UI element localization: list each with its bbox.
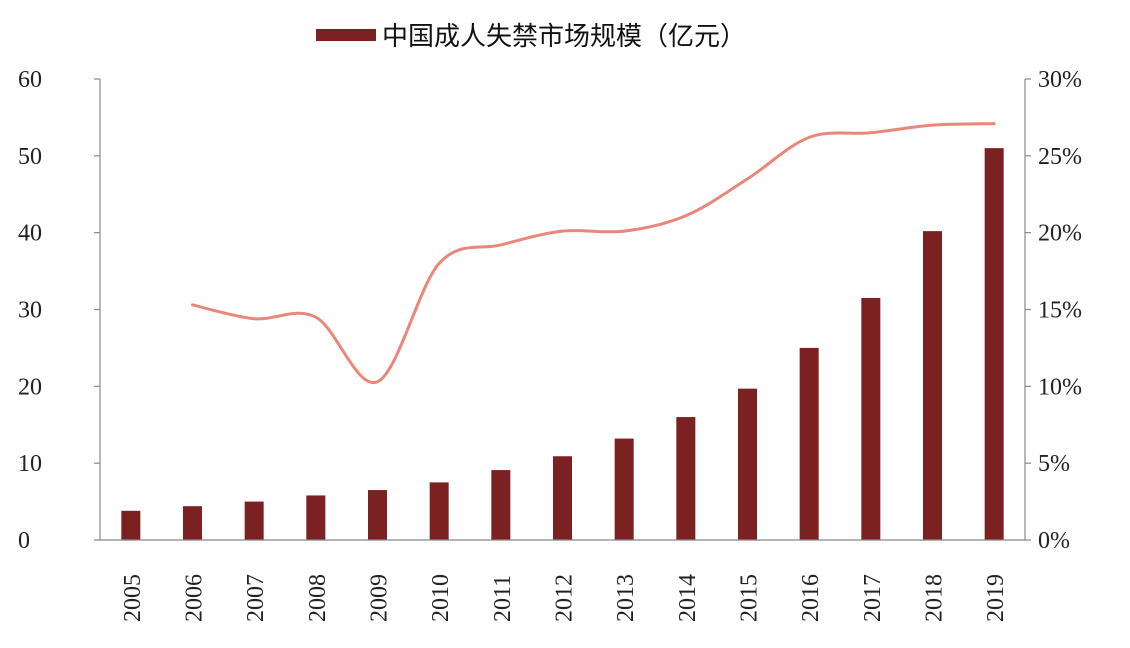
left-tick-label: 50	[18, 144, 42, 170]
right-tick-label: 0%	[1038, 528, 1070, 554]
bar	[861, 297, 881, 540]
left-tick-label: 40	[18, 221, 42, 247]
x-tick-label: 2017	[860, 574, 886, 622]
x-tick-label: 2012	[552, 574, 578, 622]
left-tick-label: 0	[18, 528, 30, 554]
right-axis: 0% 5% 10% 15% 20% 25% 30%	[1024, 67, 1082, 554]
bar	[984, 148, 1004, 540]
left-axis: 0 10 20 30 40 50 60	[18, 67, 101, 554]
x-tick-label: 2011	[490, 575, 516, 622]
x-tick-label: 2010	[428, 574, 454, 622]
x-tick-label: 2016	[798, 574, 824, 622]
bar	[491, 470, 511, 540]
bar	[368, 490, 387, 540]
x-tick-label: 2019	[983, 574, 1009, 622]
right-tick-label: 25%	[1038, 144, 1082, 170]
bar	[429, 482, 449, 540]
legend: 中国成人失禁市场规模（亿元）	[316, 22, 746, 52]
bar	[799, 347, 819, 540]
growth-line	[191, 122, 996, 384]
left-tick-label: 30	[18, 298, 42, 324]
x-tick-label: 2013	[613, 574, 639, 622]
bar	[306, 495, 326, 540]
x-tick-label: 2008	[305, 574, 331, 622]
right-tick-label: 10%	[1038, 374, 1082, 400]
right-tick-label: 30%	[1038, 67, 1082, 93]
line-series	[191, 122, 996, 384]
legend-swatch	[316, 29, 376, 41]
left-tick-label: 60	[18, 67, 42, 93]
right-tick-label: 5%	[1038, 451, 1070, 477]
x-tick-label: 2015	[737, 574, 763, 622]
bar	[923, 231, 942, 540]
x-tick-label: 2005	[120, 574, 146, 622]
right-tick-label: 20%	[1038, 221, 1082, 247]
bar	[244, 501, 264, 540]
left-tick-label: 10	[18, 451, 42, 477]
x-axis: 2005 2006 2007 2008 2009 2010 2011 2012 2013 2014…	[100, 539, 1025, 622]
x-tick-label: 2014	[675, 574, 701, 622]
bar	[183, 506, 202, 540]
bar	[553, 456, 572, 540]
bar	[121, 510, 141, 540]
bar	[614, 438, 634, 540]
x-tick-label: 2018	[922, 574, 948, 622]
bar-series	[121, 148, 1004, 540]
legend-label: 中国成人失禁市场规模（亿元）	[382, 22, 746, 52]
x-tick-label: 2006	[182, 574, 208, 622]
x-tick-label: 2007	[243, 574, 269, 622]
right-tick-label: 15%	[1038, 298, 1082, 324]
x-tick-label: 2009	[367, 574, 393, 622]
bar	[738, 388, 757, 540]
bar	[676, 417, 696, 540]
left-tick-label: 20	[18, 374, 42, 400]
